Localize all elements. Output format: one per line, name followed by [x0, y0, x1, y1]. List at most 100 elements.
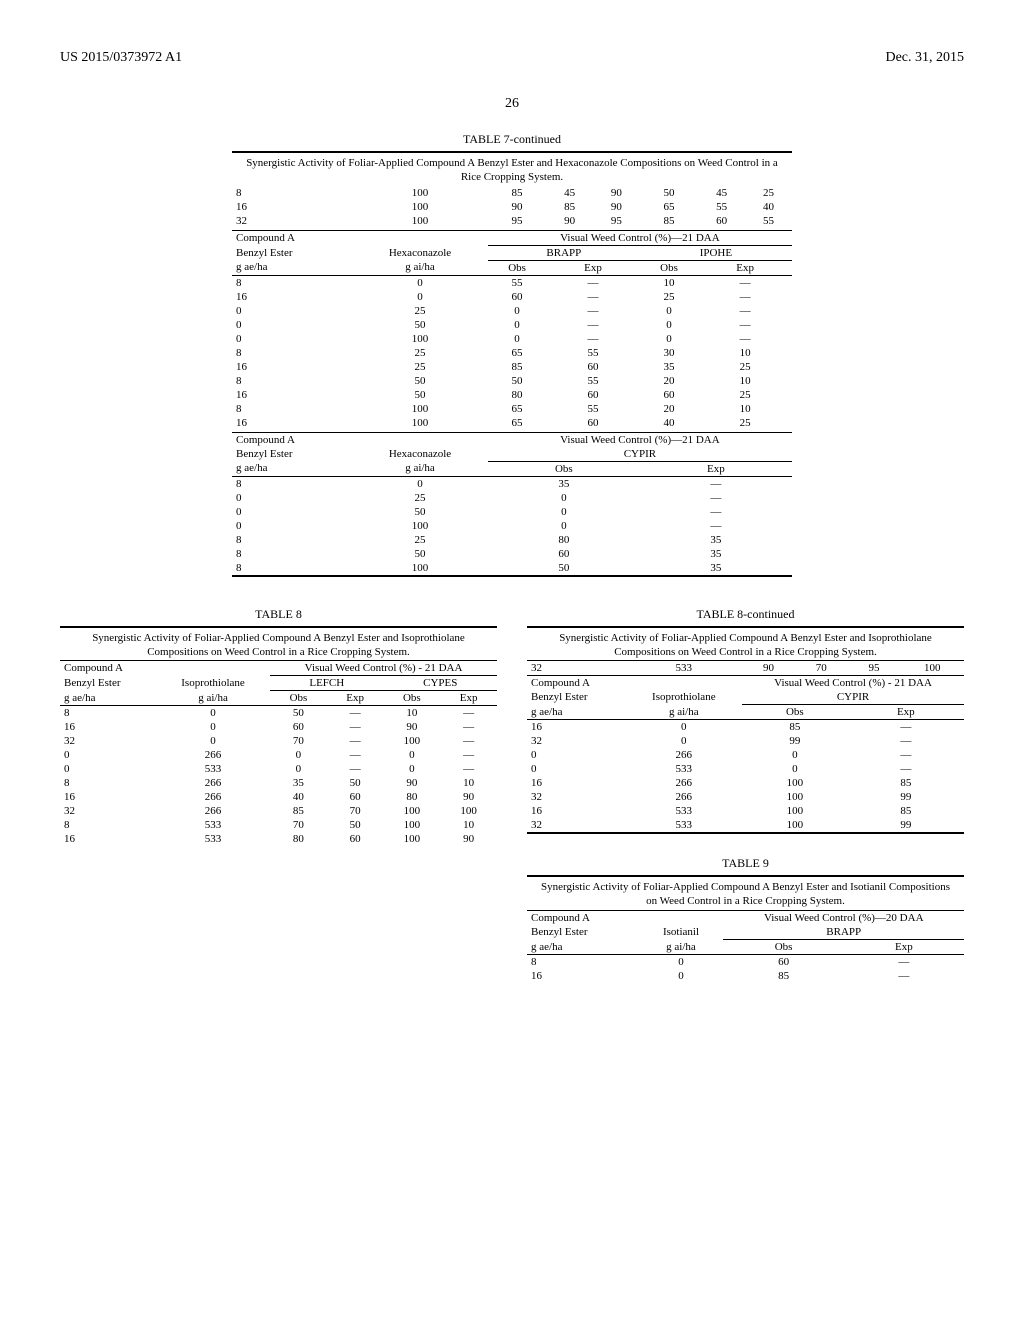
- table-cell: —: [327, 706, 384, 721]
- table7-continued: TABLE 7-continued Synergistic Activity o…: [232, 132, 792, 579]
- table-cell: —: [440, 706, 497, 721]
- table-cell: 8: [60, 776, 156, 790]
- table-row: 8506035: [232, 547, 792, 561]
- table-cell: 85: [546, 200, 593, 214]
- table-cell: 0: [742, 748, 848, 762]
- table-row: 810065552010: [232, 402, 792, 416]
- t9-h21: g ai/ha: [639, 939, 724, 954]
- table-cell: —: [848, 748, 964, 762]
- t8c-h1d: Visual Weed Control (%) - 21 DAA: [742, 676, 964, 691]
- table-cell: 0: [232, 491, 352, 505]
- table-cell: 25: [698, 360, 792, 374]
- table-cell: —: [327, 734, 384, 748]
- table-row: 0250—: [232, 491, 792, 505]
- table-cell: 25: [352, 533, 488, 547]
- table-row: 8060—: [527, 954, 964, 969]
- t7c-h1b: Visual Weed Control (%)—21 DAA: [488, 230, 792, 245]
- table-row: 1610065604025: [232, 416, 792, 430]
- table-cell: 8: [232, 275, 352, 290]
- table-cell: —: [327, 720, 384, 734]
- table-cell: 55: [488, 275, 546, 290]
- table-cell: 0: [639, 969, 724, 983]
- table-cell: 0: [270, 762, 327, 776]
- table-row: 02660—: [527, 748, 964, 762]
- t7c-bb: Benzyl Ester: [232, 447, 352, 462]
- table-cell: 533: [626, 661, 743, 676]
- t8-sub: Synergistic Activity of Foliar-Applied C…: [60, 630, 497, 661]
- table-cell: 266: [156, 804, 270, 818]
- t8-h20: Benzyl Ester: [60, 676, 156, 691]
- table-cell: 533: [626, 818, 743, 833]
- table-cell: 90: [742, 661, 795, 676]
- table-cell: 40: [745, 200, 792, 214]
- table-cell: 0: [626, 734, 743, 748]
- t8-h35: Exp: [440, 691, 497, 706]
- t7c-bc: Hexaconazole: [352, 447, 488, 462]
- table-cell: 95: [848, 661, 901, 676]
- table-cell: 99: [848, 818, 964, 833]
- t8c-h1c: Isoprothiolane: [626, 690, 743, 705]
- table8-continued: TABLE 8-continued Synergistic Activity o…: [527, 599, 964, 983]
- table-cell: 50: [270, 706, 327, 721]
- table-row: 3226610099: [527, 790, 964, 804]
- table-cell: —: [640, 476, 792, 491]
- table-row: 1653310085: [527, 804, 964, 818]
- table-cell: 533: [156, 832, 270, 846]
- table-cell: —: [848, 762, 964, 776]
- table-cell: 85: [848, 776, 964, 790]
- table-cell: 0: [488, 332, 546, 346]
- table-cell: 70: [270, 734, 327, 748]
- table7c-title: TABLE 7-continued: [232, 132, 792, 147]
- table-cell: 25: [745, 186, 792, 200]
- t9-h22: Obs: [723, 939, 843, 954]
- t9-h1e: BRAPP: [723, 925, 964, 940]
- table-cell: 16: [232, 416, 352, 430]
- table-cell: 35: [640, 533, 792, 547]
- table-cell: 80: [488, 533, 640, 547]
- table-cell: 65: [488, 402, 546, 416]
- table-cell: 25: [352, 491, 488, 505]
- table-cell: 100: [742, 818, 848, 833]
- table-cell: 0: [383, 762, 440, 776]
- table-cell: 0: [60, 748, 156, 762]
- table-cell: 100: [742, 776, 848, 790]
- table-cell: 10: [440, 776, 497, 790]
- t7c-u2: Obs: [488, 260, 546, 275]
- table-cell: 32: [232, 214, 352, 228]
- table-cell: 32: [527, 790, 626, 804]
- table-cell: 100: [900, 661, 964, 676]
- t7c-be: CYPIR: [488, 447, 792, 462]
- table-cell: 55: [546, 374, 640, 388]
- table-cell: 90: [593, 200, 640, 214]
- table-cell: 533: [626, 762, 743, 776]
- table-cell: 90: [383, 720, 440, 734]
- table-cell: 100: [742, 804, 848, 818]
- table-cell: 16: [60, 790, 156, 804]
- t9-title: TABLE 9: [527, 856, 964, 871]
- table-cell: —: [640, 519, 792, 533]
- table-cell: 100: [383, 832, 440, 846]
- table-cell: 16: [527, 969, 639, 983]
- table-row: 05330—: [527, 762, 964, 776]
- table-cell: 100: [383, 734, 440, 748]
- table-cell: —: [546, 290, 640, 304]
- table-row: 8258035: [232, 533, 792, 547]
- table-cell: 8: [232, 186, 352, 200]
- table-row: 1626640608090: [60, 790, 497, 804]
- table-cell: 10: [698, 374, 792, 388]
- table-cell: 50: [352, 374, 488, 388]
- table-cell: 266: [626, 776, 743, 790]
- table-cell: 85: [640, 214, 698, 228]
- table-row: 02660—0—: [60, 748, 497, 762]
- table-cell: 35: [488, 476, 640, 491]
- table-row: 8100854590504525: [232, 186, 792, 200]
- t7c-bd: Visual Weed Control (%)—21 DAA: [488, 432, 792, 447]
- table-cell: 45: [546, 186, 593, 200]
- table-cell: 0: [352, 290, 488, 304]
- t9-sub: Synergistic Activity of Foliar-Applied C…: [527, 879, 964, 910]
- table-cell: 16: [232, 388, 352, 402]
- table-cell: 0: [383, 748, 440, 762]
- table-row: 0500—: [232, 505, 792, 519]
- table-cell: 0: [232, 304, 352, 318]
- table-cell: 80: [270, 832, 327, 846]
